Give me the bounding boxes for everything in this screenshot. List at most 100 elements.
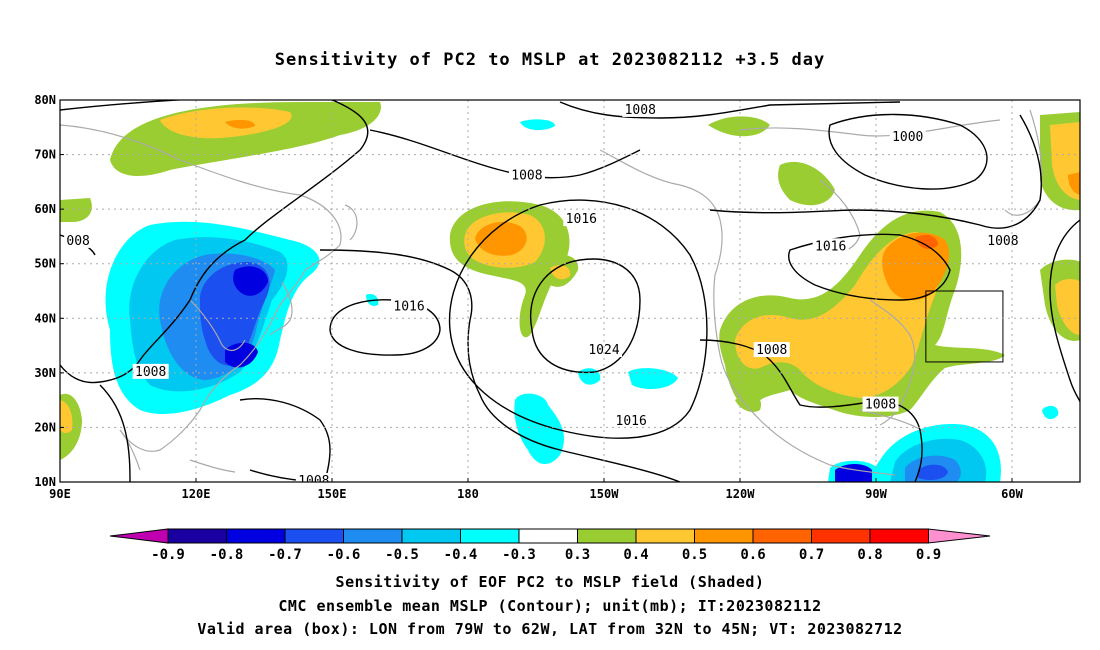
contour-label-bg — [862, 396, 899, 412]
contour-1024 — [530, 258, 641, 374]
shade-arctic-yellow — [160, 107, 292, 139]
lat-tick-label: 10N — [34, 475, 56, 489]
lon-tick-label: 90E — [49, 487, 71, 501]
contour-label-bg — [295, 473, 332, 482]
contour-1008-arctic — [559, 101, 901, 119]
shade-canada-green1 — [708, 116, 770, 137]
colorbar-swatch — [577, 528, 637, 544]
coast-centam — [829, 464, 896, 476]
colorbar-swatch — [694, 528, 754, 544]
shade-west-green — [60, 198, 92, 222]
colorbar-swatch — [811, 528, 871, 544]
contour-label: 1016 — [815, 239, 846, 254]
lat-tick-label: 80N — [34, 93, 56, 107]
contour-label: 1016 — [393, 299, 424, 314]
shade-ena-red — [915, 234, 938, 250]
latitude-labels: 10N 20N 30N 40N 50N 60N 70N 80N — [34, 93, 64, 489]
contour-1016-west — [329, 299, 441, 356]
contour-1008-canada — [709, 114, 1042, 229]
map-title: Sensitivity of PC2 to MSLP at 2023082112… — [274, 50, 826, 70]
colorbar-label: 0.4 — [623, 547, 648, 563]
contour-label-bg — [753, 342, 790, 358]
colorbar-label: 0.9 — [916, 547, 941, 563]
contour-1016-na — [788, 233, 951, 301]
footnote-valid-area: Valid area (box): LON from 79W to 62W, L… — [197, 620, 903, 638]
colorbar-swatch — [635, 528, 695, 544]
contour-label-bg — [586, 342, 622, 358]
shade-arctic-orange — [225, 119, 255, 129]
colorbar-label: 0.6 — [740, 547, 765, 563]
coast-se-asia — [119, 429, 141, 471]
colorbar-label: -0.8 — [210, 547, 244, 563]
shade-asia-blue4 — [225, 342, 258, 368]
sensitivity-shading — [60, 102, 1080, 482]
contour-label: 1016 — [566, 212, 597, 227]
lon-tick-label: 60W — [1001, 487, 1023, 501]
coast-japan — [269, 281, 293, 336]
contour-1000-low — [828, 113, 988, 190]
colorbar-label: 0.7 — [799, 547, 824, 563]
colorbar-label: 0.8 — [857, 547, 882, 563]
contour-label: 008 — [66, 234, 89, 249]
lat-tick-label: 50N — [34, 257, 56, 271]
contour-1008-asia-s — [99, 384, 131, 482]
contour-label: 1008 — [865, 398, 896, 413]
shade-arctic-cyan — [520, 119, 555, 131]
coast-alaska — [599, 149, 723, 276]
colorbar-swatch — [167, 528, 227, 544]
contour-1016-pacific — [448, 199, 708, 439]
shade-carib-blue2 — [918, 464, 948, 480]
shade-asia-blue3 — [233, 266, 268, 296]
contour-1008-pac — [319, 249, 681, 482]
colorbar-swatch — [284, 528, 344, 544]
contour-labels: 1008 1000 1008 1016 1016 1008 008 1016 1024 1008 1… — [64, 101, 1021, 482]
contour-label-bg — [391, 298, 428, 314]
lat-tick-label: 20N — [34, 420, 56, 434]
lat-tick-label: 70N — [34, 148, 56, 162]
colorbar-swatch — [401, 528, 461, 544]
coast-asia-inner — [189, 299, 246, 352]
plot-frame — [59, 99, 1081, 483]
contour-label-bg — [812, 238, 849, 254]
shade-canada-orange3 — [1068, 172, 1080, 195]
shade-canada-green2 — [778, 161, 835, 206]
shade-pac-south-cyan — [514, 393, 565, 465]
colorbar-label: 0.3 — [565, 547, 590, 563]
contour-label-bg — [508, 167, 545, 183]
contour-1008-atl — [1049, 219, 1080, 403]
colorbar-label: -0.9 — [151, 547, 185, 563]
shade-atl-cyan — [1042, 405, 1059, 420]
colorbar-min-triangle — [109, 528, 169, 544]
coast-asia — [60, 124, 342, 452]
contour-label: 1008 — [625, 103, 656, 118]
colorbar: -0.9 -0.8 -0.7 -0.6 -0.5 -0.4 -0.3 0.3 0.4 0.5 0.6… — [109, 528, 991, 563]
colorbar-label: -0.4 — [444, 547, 478, 563]
contour-label-bg — [622, 101, 659, 117]
contour-label: 1008 — [511, 168, 542, 183]
contour-1008-e-asia — [239, 398, 331, 482]
colorbar-swatch — [752, 528, 812, 544]
contour-label: 1008 — [987, 234, 1018, 249]
colorbar-label: 0.5 — [682, 547, 707, 563]
contour-label-bg — [64, 232, 93, 248]
lon-tick-label: 120W — [726, 487, 756, 501]
colorbar-swatch — [460, 528, 520, 544]
shade-npac-orange — [475, 222, 527, 256]
contour-label-bg — [563, 211, 600, 227]
colorbar-swatch — [518, 528, 578, 544]
colorbar-label: -0.7 — [268, 547, 302, 563]
valid-area-box — [925, 290, 1004, 363]
lat-tick-label: 60N — [34, 202, 56, 216]
footnote-contour: CMC ensemble mean MSLP (Contour); unit(m… — [278, 597, 822, 615]
coast-na-east — [869, 299, 916, 426]
colorbar-max-triangle — [928, 528, 991, 544]
coast-arctic-na — [739, 119, 1001, 137]
lon-tick-label: 150W — [590, 487, 620, 501]
mslp-contours — [60, 100, 1080, 482]
contour-label-bg — [889, 129, 926, 145]
lat-lon-grid — [60, 100, 1080, 482]
coast-islands — [189, 459, 236, 473]
footnote-shading: Sensitivity of EOF PC2 to MSLP field (Sh… — [335, 573, 765, 591]
lon-tick-label: 150E — [318, 487, 347, 501]
